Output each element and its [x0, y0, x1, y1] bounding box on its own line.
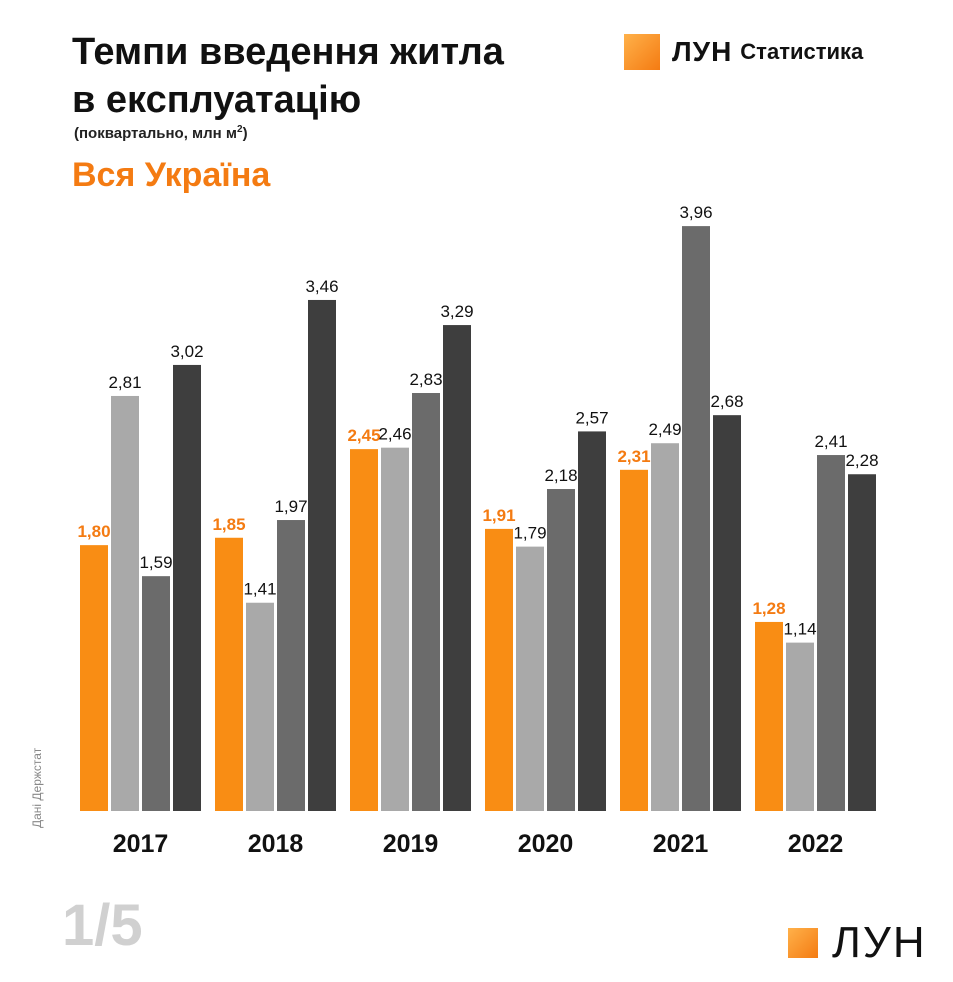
data-label-2018-q1: 1,85 — [212, 515, 245, 534]
page-indicator: 1/5 — [62, 893, 143, 958]
year-label-2018: 2018 — [248, 830, 304, 858]
data-label-2020-q1: 1,91 — [482, 506, 515, 525]
data-label-2017-q2: 2,81 — [108, 373, 141, 392]
year-label-2019: 2019 — [383, 830, 439, 858]
title-line-1: Темпи введення житла — [72, 31, 504, 73]
data-label-2020-q4: 2,57 — [575, 408, 608, 427]
year-label-2020: 2020 — [518, 830, 574, 858]
bar-2021-q1 — [620, 469, 648, 811]
bar-2019-q1 — [350, 449, 378, 811]
bar-2022-q4 — [848, 474, 876, 811]
chart-title: Темпи введення житла в експлуатацію — [72, 28, 592, 124]
bar-2022-q3 — [817, 455, 845, 811]
bar-2020-q1 — [485, 528, 513, 811]
data-label-2018-q2: 1,41 — [243, 580, 276, 599]
data-label-2022-q4: 2,28 — [845, 451, 878, 470]
data-label-2021-q3: 3,96 — [679, 203, 712, 222]
bar-2019-q2 — [381, 447, 409, 811]
data-label-2022-q3: 2,41 — [814, 432, 847, 451]
bar-2020-q2 — [516, 546, 544, 811]
data-label-2018-q3: 1,97 — [274, 497, 307, 516]
bar-2021-q3 — [682, 226, 710, 811]
data-label-2020-q3: 2,18 — [544, 466, 577, 485]
brand-word: ЛУН — [672, 36, 733, 67]
data-label-2019-q4: 3,29 — [440, 302, 473, 321]
data-label-2019-q2: 2,46 — [378, 425, 411, 444]
data-label-2021-q1: 2,31 — [617, 447, 650, 466]
bar-2017-q4 — [173, 364, 201, 811]
bar-2017-q3 — [142, 576, 170, 811]
bar-2018-q1 — [215, 537, 243, 811]
brand-square-icon — [788, 928, 818, 958]
brand-logo-bottom: ЛУН — [788, 918, 927, 968]
bar-2018-q3 — [277, 520, 305, 811]
data-label-2021-q2: 2,49 — [648, 420, 681, 439]
data-label-2022-q2: 1,14 — [783, 620, 816, 639]
bar-2017-q1 — [80, 545, 108, 811]
year-label-2021: 2021 — [653, 830, 709, 858]
brand-square-icon — [624, 34, 660, 70]
unit-suffix: ) — [242, 125, 248, 142]
bar-2018-q4 — [308, 299, 336, 811]
bar-2022-q2 — [786, 642, 814, 811]
unit-subtitle: (поквартально, млн м2) — [74, 124, 248, 142]
title-line-2: в експлуатацію — [72, 79, 362, 121]
bar-2020-q4 — [578, 431, 606, 811]
bar-2017-q2 — [111, 395, 139, 811]
year-label-2022: 2022 — [788, 830, 844, 858]
data-label-2022-q1: 1,28 — [752, 599, 785, 618]
data-label-2021-q4: 2,68 — [710, 392, 743, 411]
bar-2021-q2 — [651, 443, 679, 811]
bar-2021-q4 — [713, 415, 741, 811]
data-label-2017-q4: 3,02 — [170, 342, 203, 361]
data-label-2019-q3: 2,83 — [409, 370, 442, 389]
bar-2020-q3 — [547, 489, 575, 811]
bar-2019-q4 — [443, 325, 471, 811]
data-label-2018-q4: 3,46 — [305, 277, 338, 296]
data-label-2020-q2: 1,79 — [513, 524, 546, 543]
data-label-2017-q3: 1,59 — [139, 553, 172, 572]
brand-word-bottom: ЛУН — [832, 918, 927, 967]
source-note: Дані Держстат — [30, 747, 44, 828]
region-heading: Вся Україна — [72, 156, 271, 194]
unit-prefix: (поквартально, млн м — [74, 125, 238, 142]
unit-superscript: 2 — [237, 124, 243, 135]
bar-2018-q2 — [246, 602, 274, 811]
year-label-2017: 2017 — [113, 830, 169, 858]
bar-2019-q3 — [412, 393, 440, 811]
brand-subtitle: Статистика — [740, 39, 864, 64]
data-label-2019-q1: 2,45 — [347, 426, 380, 445]
bar-2022-q1 — [755, 621, 783, 811]
brand-logo-top: ЛУН Статистика — [624, 34, 863, 70]
data-label-2017-q1: 1,80 — [77, 522, 110, 541]
